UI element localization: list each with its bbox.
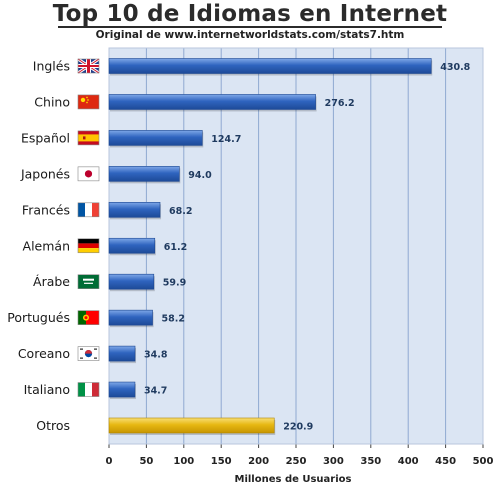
value-label: 58.2 (162, 314, 185, 325)
bar (108, 309, 153, 326)
category-label: Árabe (33, 274, 70, 289)
value-label: 124.7 (211, 134, 241, 145)
bar (108, 130, 203, 146)
x-tick-label: 450 (435, 456, 456, 467)
bar (108, 58, 432, 74)
value-label: 276.2 (325, 98, 355, 109)
spain-flag-icon (77, 130, 100, 146)
category-label: Francés (22, 202, 70, 217)
category-label: Portugués (7, 310, 70, 325)
value-label: 430.8 (440, 62, 470, 73)
category-label: Chino (34, 94, 70, 109)
value-label: 34.7 (144, 386, 167, 397)
france-flag-icon (77, 202, 100, 218)
category-label: Japonés (20, 166, 70, 181)
japan-flag-icon (77, 166, 100, 182)
bar (108, 237, 156, 254)
value-label: 94.0 (188, 170, 212, 181)
x-tick-label: 500 (473, 456, 494, 467)
category-label: Español (21, 130, 70, 145)
x-tick-label: 0 (106, 456, 113, 467)
value-label: 68.2 (169, 206, 192, 217)
x-tick-label: 150 (211, 456, 232, 467)
bar (108, 94, 316, 110)
x-tick-label: 400 (398, 456, 419, 467)
title-underline (58, 26, 442, 28)
chart-title: Top 10 de Idiomas en Internet (52, 1, 448, 27)
category-label: Coreano (18, 346, 70, 361)
value-label: 61.2 (164, 242, 187, 253)
x-tick-label: 250 (286, 456, 307, 467)
value-label: 220.9 (283, 422, 313, 433)
bar (108, 202, 161, 218)
bar (108, 345, 136, 362)
category-label: Inglés (33, 59, 70, 74)
chart-subtitle: Original de www.internetworldstats.com/s… (95, 29, 405, 41)
value-label: 34.8 (144, 350, 168, 361)
germany-flag-icon (77, 238, 100, 254)
category-label: Alemán (23, 238, 70, 253)
x-tick-label: 100 (173, 456, 194, 467)
korea-flag-icon (77, 346, 100, 361)
bar (108, 417, 275, 434)
portugal-flag-icon (77, 310, 100, 325)
category-label: Otros (36, 418, 70, 433)
bar (108, 166, 180, 182)
category-label: Italiano (24, 382, 70, 397)
x-tick-label: 50 (139, 456, 153, 467)
value-label: 59.9 (163, 278, 186, 289)
italy-flag-icon (77, 382, 100, 397)
china-flag-icon (77, 94, 100, 110)
x-tick-label: 300 (323, 456, 344, 467)
x-tick-label: 200 (248, 456, 269, 467)
uk-flag-icon (77, 57, 100, 75)
bar (108, 381, 136, 398)
saudi-flag-icon (77, 274, 100, 290)
x-tick-label: 350 (360, 456, 381, 467)
bar (108, 273, 155, 290)
x-axis-title: Millones de Usuarios (235, 474, 352, 485)
